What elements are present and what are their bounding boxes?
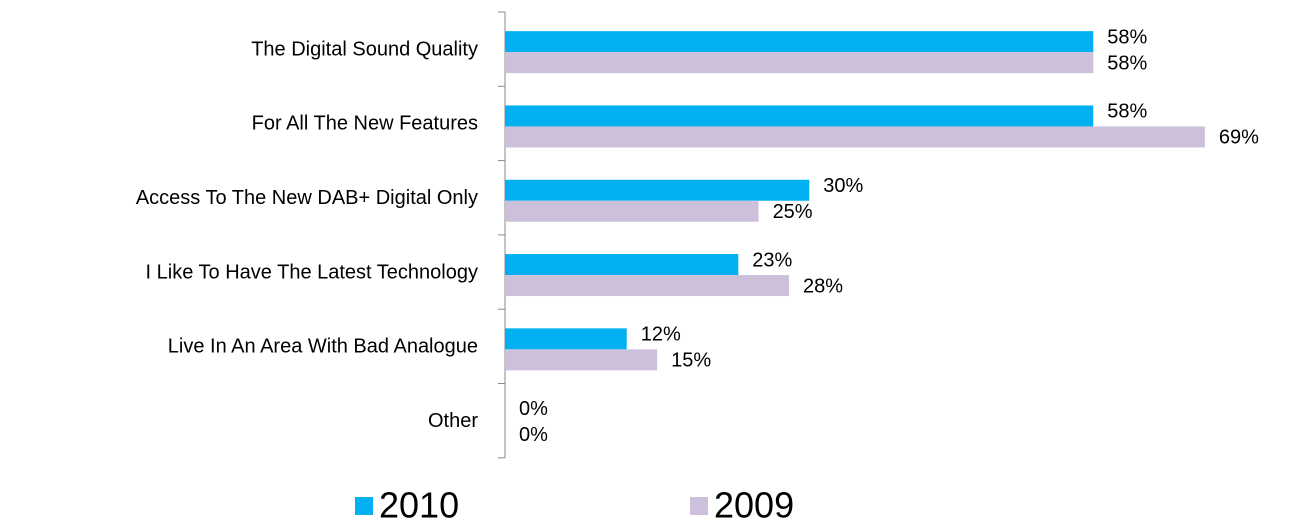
data-label: 69% bbox=[1219, 127, 1259, 149]
data-label: 0% bbox=[519, 424, 548, 446]
data-label: 58% bbox=[1107, 52, 1147, 74]
category-label: Live In An Area With Bad Analogue bbox=[168, 336, 478, 358]
data-label: 30% bbox=[823, 175, 863, 197]
data-label: 0% bbox=[519, 398, 548, 420]
bar bbox=[505, 275, 789, 297]
data-label: 58% bbox=[1107, 101, 1147, 123]
bar bbox=[505, 200, 759, 222]
bar bbox=[505, 179, 810, 201]
bar bbox=[505, 105, 1094, 127]
bar bbox=[505, 349, 658, 371]
legend-swatch bbox=[355, 497, 373, 515]
data-label: 23% bbox=[752, 249, 792, 271]
bar bbox=[505, 31, 1094, 53]
data-label: 15% bbox=[671, 350, 711, 372]
category-label: Other bbox=[428, 410, 478, 432]
legend-label: 2010 bbox=[379, 485, 459, 526]
category-label: Access To The New DAB+ Digital Only bbox=[136, 187, 478, 209]
bar bbox=[505, 254, 739, 276]
data-label: 28% bbox=[803, 275, 843, 297]
legend-swatch bbox=[690, 497, 708, 515]
category-label: I Like To Have The Latest Technology bbox=[146, 261, 478, 283]
category-label: For All The New Features bbox=[252, 113, 478, 135]
bar bbox=[505, 52, 1094, 74]
bar bbox=[505, 126, 1205, 148]
category-label: The Digital Sound Quality bbox=[251, 38, 478, 60]
bar bbox=[505, 328, 627, 350]
data-label: 58% bbox=[1107, 26, 1147, 48]
legend-label: 2009 bbox=[714, 485, 794, 526]
data-label: 12% bbox=[641, 324, 681, 346]
data-label: 25% bbox=[773, 201, 813, 223]
